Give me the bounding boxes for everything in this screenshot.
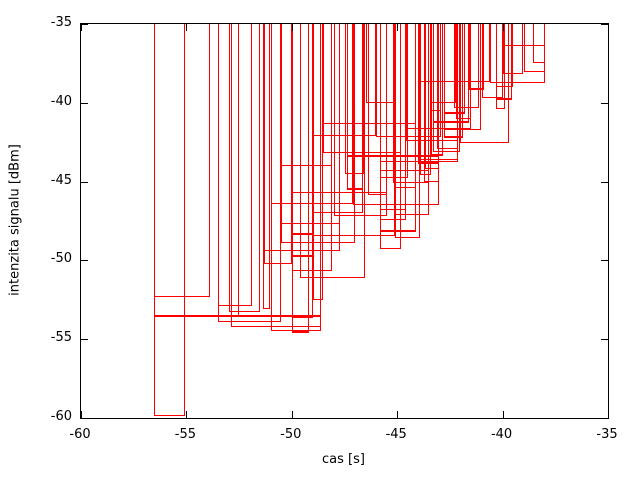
x-tick-mark: [397, 24, 399, 31]
x-tick-mark: [502, 411, 504, 418]
y-tick-mark: [81, 102, 88, 104]
data-box: [430, 24, 444, 156]
data-box: [423, 24, 440, 182]
data-box: [380, 24, 402, 250]
y-tick-label: -40: [50, 93, 72, 109]
data-box: [481, 24, 503, 99]
data-box: [443, 24, 463, 138]
x-tick-label: -55: [174, 427, 196, 442]
data-box: [218, 24, 282, 322]
x-tick-mark: [186, 411, 188, 418]
x-tick-mark: [608, 24, 609, 31]
data-box: [490, 24, 545, 83]
y-tick-mark: [81, 24, 88, 25]
x-tick-mark: [397, 411, 399, 418]
data-box: [395, 24, 421, 239]
x-tick-label: -35: [596, 427, 618, 442]
y-tick-mark: [601, 260, 608, 262]
x-tick-label: -50: [280, 427, 302, 442]
y-tick-mark: [81, 181, 88, 183]
data-box: [367, 24, 387, 195]
x-tick-mark: [608, 411, 609, 418]
y-tick-label: -55: [50, 330, 72, 346]
y-tick-mark: [601, 418, 608, 419]
data-box: [496, 24, 505, 110]
x-tick-mark: [502, 24, 504, 31]
y-tick-label: -45: [50, 172, 72, 188]
data-box: [433, 24, 461, 152]
data-box: [456, 24, 471, 119]
data-box: [300, 24, 366, 278]
data-box: [420, 24, 431, 176]
x-tick-mark: [291, 24, 293, 31]
y-tick-mark: [81, 260, 88, 262]
y-tick-label: -50: [50, 251, 72, 267]
y-tick-mark: [81, 339, 88, 341]
data-box: [460, 24, 509, 143]
x-tick-mark: [186, 24, 188, 31]
y-tick-mark: [601, 102, 608, 104]
x-tick-mark: [291, 411, 293, 418]
x-tick-mark: [81, 411, 82, 418]
y-tick-mark: [601, 24, 608, 25]
data-box: [270, 24, 353, 204]
data-box: [312, 24, 377, 136]
y-tick-label: -60: [50, 409, 72, 424]
data-box: [281, 24, 332, 166]
data-box: [228, 24, 261, 312]
plot-area: [80, 23, 609, 419]
y-tick-label: -35: [50, 15, 72, 30]
x-tick-label: -60: [69, 427, 91, 442]
y-tick-mark: [81, 418, 88, 419]
y-tick-mark: [601, 181, 608, 183]
data-box: [468, 24, 484, 91]
data-box: [263, 24, 270, 310]
data-box: [454, 24, 480, 108]
x-tick-mark: [81, 24, 82, 31]
y-tick-mark: [601, 339, 608, 341]
x-tick-label: -45: [385, 427, 407, 442]
data-box: [344, 24, 364, 174]
x-axis-title: cas [s]: [322, 452, 365, 467]
y-axis-title: intenzita signalu [dBm]: [7, 144, 23, 296]
x-tick-label: -40: [490, 427, 513, 442]
